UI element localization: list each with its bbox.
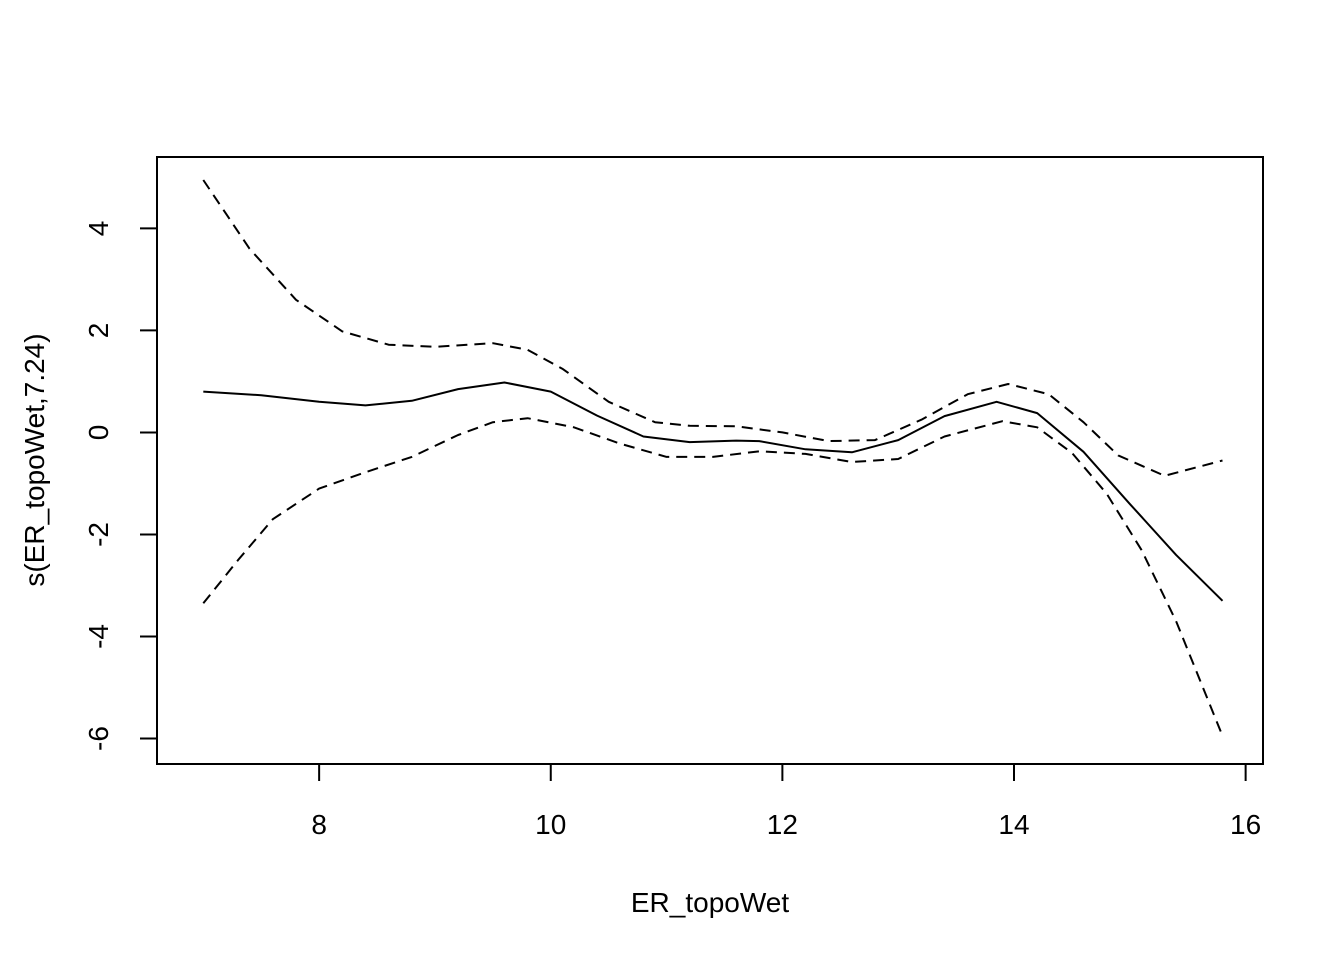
smooth-fit-line bbox=[203, 381, 1224, 602]
y-tick-label: -4 bbox=[83, 624, 114, 649]
x-tick-label: 10 bbox=[535, 809, 566, 840]
y-axis: -6 -4 -2 0 2 4 bbox=[83, 221, 158, 751]
confidence-band-line bbox=[202, 417, 1224, 737]
y-tick-label: 4 bbox=[83, 221, 114, 237]
confidence-band-line bbox=[202, 179, 1223, 477]
plot-frame bbox=[156, 156, 1264, 765]
x-axis: 8 10 12 14 16 bbox=[311, 763, 1261, 840]
y-axis-title: s(ER_topoWet,7.24) bbox=[19, 333, 50, 586]
y-tick-label: 0 bbox=[83, 425, 114, 441]
y-tick-label: -6 bbox=[83, 726, 114, 751]
y-tick-label: 2 bbox=[83, 323, 114, 339]
x-tick-label: 8 bbox=[311, 809, 327, 840]
x-tick-label: 14 bbox=[998, 809, 1029, 840]
x-tick-label: 16 bbox=[1230, 809, 1261, 840]
series-layer bbox=[202, 179, 1224, 737]
x-tick-label: 12 bbox=[767, 809, 798, 840]
x-axis-title: ER_topoWet bbox=[631, 887, 789, 918]
y-tick-label: -2 bbox=[83, 522, 114, 547]
